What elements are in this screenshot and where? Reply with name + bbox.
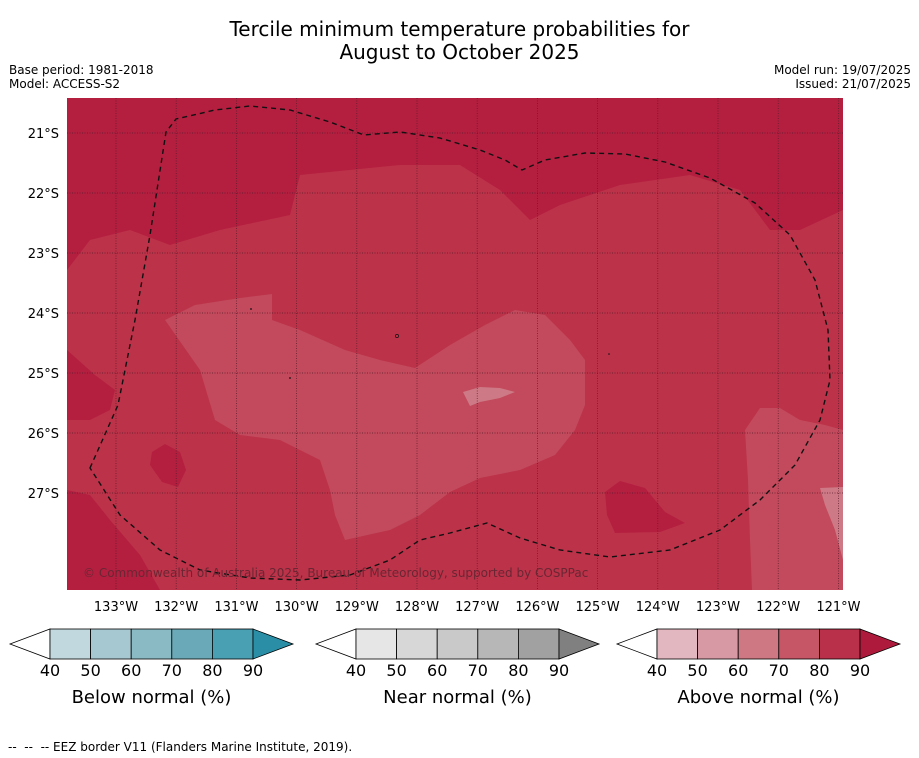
lon-label: 126°W <box>515 600 559 615</box>
lon-label: 128°W <box>395 600 439 615</box>
probability-map: © Commonwealth of Australia 2025, Bureau… <box>8 98 902 708</box>
lon-label: 121°W <box>816 600 860 615</box>
eez-footnote: -- -- -- EEZ border V11 (Flanders Marine… <box>8 740 353 754</box>
region-above-80-north <box>67 98 843 270</box>
legend-swatch <box>396 628 438 660</box>
island-marker <box>250 308 252 310</box>
legend-swatch <box>477 628 519 660</box>
eez-border <box>89 105 831 581</box>
lat-label: 26°S <box>28 427 59 442</box>
legend-arrow-high <box>859 628 902 660</box>
legend-swatch <box>90 628 132 660</box>
legend-title: Below normal (%) <box>72 687 232 708</box>
model-run: Model run: 19/07/2025 <box>773 63 911 77</box>
legend-swatch <box>697 628 739 660</box>
lat-label: 22°S <box>28 187 59 202</box>
legend-swatch <box>778 628 820 660</box>
legend-tick-label: 50 <box>687 661 707 680</box>
lon-label: 127°W <box>455 600 499 615</box>
legend-tick-label: 80 <box>202 661 222 680</box>
island-marker <box>395 334 399 338</box>
base-period: Base period: 1981-2018 <box>9 63 154 77</box>
legend-swatch <box>49 628 91 660</box>
lon-label: 124°W <box>636 600 680 615</box>
legend-tick-label: 70 <box>769 661 789 680</box>
legend-tick-label: 40 <box>346 661 366 680</box>
copyright-text: © Commonwealth of Australia 2025, Bureau… <box>83 566 588 580</box>
meta-left: Base period: 1981-2018 Model: ACCESS-S2 <box>9 63 154 91</box>
lon-label: 125°W <box>576 600 620 615</box>
lat-label: 27°S <box>28 487 59 502</box>
legend-swatch <box>171 628 213 660</box>
legend-swatch <box>656 628 698 660</box>
issued-date: Issued: 21/07/2025 <box>795 77 911 91</box>
lat-label: 21°S <box>28 127 59 142</box>
legend-tick-label: 60 <box>121 661 141 680</box>
legend-tick-label: 50 <box>386 661 406 680</box>
legend-swatch <box>518 628 560 660</box>
lon-label: 133°W <box>94 600 138 615</box>
legend-arrow-low <box>8 628 51 660</box>
map-field <box>67 98 843 590</box>
legend-tick-label: 50 <box>80 661 100 680</box>
legend-title: Near normal (%) <box>383 687 532 708</box>
lat-label: 24°S <box>28 307 59 322</box>
island-marker <box>608 353 610 355</box>
legend-tick-label: 90 <box>243 661 263 680</box>
meta-right: Model run: 19/07/2025 Issued: 21/07/2025 <box>774 63 911 91</box>
legend-swatch <box>355 628 397 660</box>
legend-colorbar: 40 50 60 70 80 90 Below normal (%) <box>8 628 295 708</box>
lat-labels: 21°S 22°S 23°S 24°S 25°S 26°S 27°S <box>28 127 59 502</box>
legend-tick-label: 40 <box>40 661 60 680</box>
legend-tick-label: 80 <box>508 661 528 680</box>
legend-colorbar: 40 50 60 70 80 90 Near normal (%) <box>314 628 601 708</box>
region-above-60-southeast <box>745 408 843 590</box>
region-above-80-southeast-spot <box>605 481 685 533</box>
legend-swatch <box>130 628 173 660</box>
legend-tick-label: 60 <box>427 661 447 680</box>
title-line-2: August to October 2025 <box>339 40 580 64</box>
legend-tick-label: 70 <box>162 661 182 680</box>
region-above-80-west <box>67 350 115 420</box>
lon-labels: 133°W 132°W 131°W 130°W 129°W 128°W 127°W 126°W… <box>94 600 861 615</box>
lat-label: 23°S <box>28 247 59 262</box>
lon-label: 131°W <box>214 600 258 615</box>
legend-arrow-low <box>615 628 658 660</box>
legend-tick-label: 70 <box>468 661 488 680</box>
legend-swatch <box>737 628 780 660</box>
lat-label: 25°S <box>28 367 59 382</box>
region-above-50-east <box>820 487 843 560</box>
gridlines <box>67 98 843 590</box>
lon-label: 130°W <box>275 600 319 615</box>
region-above-50-center <box>463 387 515 406</box>
legends: 40 50 60 70 80 90 Below normal (%) 40 50 60 70 80 90… <box>8 628 902 708</box>
legend-swatch <box>436 628 479 660</box>
model-name: Model: ACCESS-S2 <box>9 77 121 91</box>
region-above-60-center <box>165 294 585 540</box>
lon-label: 132°W <box>154 600 198 615</box>
legend-tick-label: 90 <box>549 661 569 680</box>
title-line-1: Tercile minimum temperature probabilitie… <box>229 17 690 41</box>
legend-tick-label: 60 <box>728 661 748 680</box>
legend-arrow-high <box>558 628 601 660</box>
legend-tick-label: 40 <box>647 661 667 680</box>
legend-colorbar: 40 50 60 70 80 90 Above normal (%) <box>615 628 902 708</box>
island-marker <box>289 377 291 379</box>
legend-title: Above normal (%) <box>677 687 839 708</box>
legend-tick-label: 90 <box>850 661 870 680</box>
legend-tick-label: 80 <box>809 661 829 680</box>
region-above-80-southwest <box>67 490 160 590</box>
legend-swatch <box>819 628 861 660</box>
lon-label: 122°W <box>756 600 800 615</box>
region-above-80-spot <box>150 444 186 487</box>
legend-swatch <box>211 628 254 660</box>
legend-arrow-high <box>252 628 295 660</box>
lon-label: 129°W <box>335 600 379 615</box>
legend-arrow-low <box>314 628 357 660</box>
lon-label: 123°W <box>696 600 740 615</box>
map-title: Tercile minimum temperature probabilitie… <box>0 18 919 64</box>
